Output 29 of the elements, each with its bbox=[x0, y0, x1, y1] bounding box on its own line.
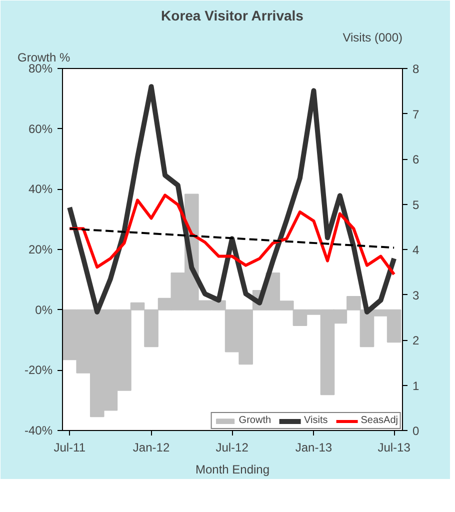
y2-tick-label: 5 bbox=[412, 198, 420, 212]
y2-axis-title: Visits (000) bbox=[342, 30, 403, 44]
line-series bbox=[68, 194, 396, 276]
y-tick-label: -40% bbox=[24, 424, 53, 438]
y2-tick-label: 2 bbox=[412, 334, 420, 348]
y2-tick-label: 1 bbox=[412, 378, 420, 393]
y2-tick-label: 0 bbox=[412, 424, 420, 438]
x-tick-label: Jul-13 bbox=[378, 440, 411, 454]
x-tick-label: Jul-12 bbox=[216, 440, 249, 454]
y-tick-label: 60% bbox=[28, 122, 53, 136]
y2-tick-label: 8 bbox=[412, 62, 420, 76]
x-axis-title: Month Ending bbox=[195, 462, 270, 476]
y2-tick-label: 7 bbox=[412, 107, 420, 122]
legend-label: Growth bbox=[238, 415, 272, 426]
legend-label: Visits bbox=[304, 415, 328, 426]
y2-tick-label: 3 bbox=[412, 288, 420, 302]
y2-tick-label: 6 bbox=[412, 152, 420, 166]
legend-label: SeasAdj bbox=[360, 415, 398, 426]
x-tick-label: Jan-13 bbox=[295, 440, 332, 454]
x-tick-label: Jan-12 bbox=[132, 440, 170, 454]
y-tick-label: 40% bbox=[28, 182, 53, 196]
y-axis-title: Growth % bbox=[18, 50, 71, 64]
x-tick-label: Jul-11 bbox=[54, 440, 86, 454]
chart-title: Korea Visitor Arrivals bbox=[161, 8, 304, 24]
y-tick-label: 20% bbox=[28, 242, 53, 256]
y2-tick-label: 4 bbox=[412, 243, 420, 257]
y-tick-label: 0% bbox=[35, 302, 53, 317]
y-tick-label: -20% bbox=[24, 363, 53, 378]
y-tick-label: 80% bbox=[28, 62, 53, 76]
